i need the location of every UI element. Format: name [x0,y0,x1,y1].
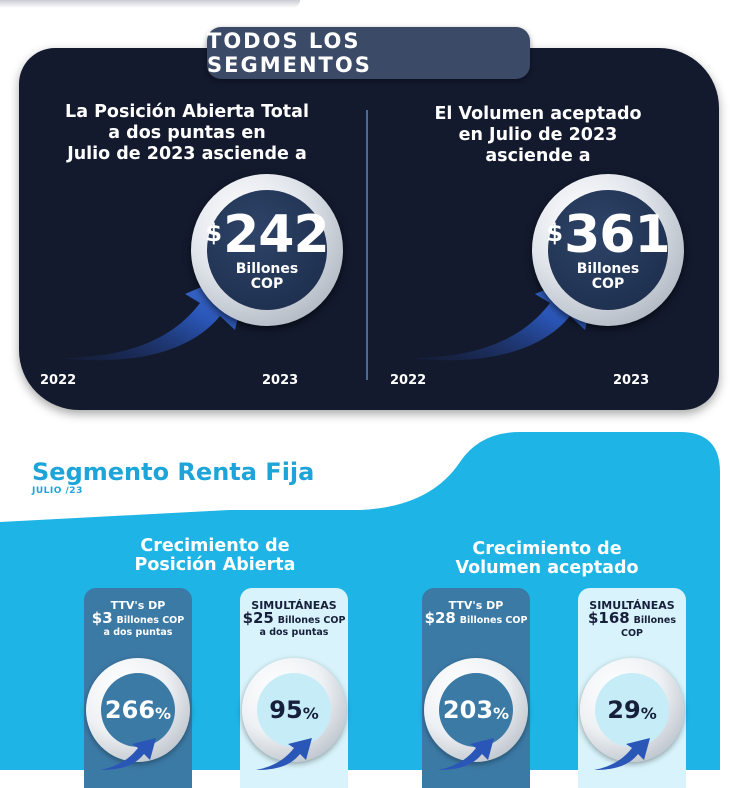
card-header: TTV's DP $28 Billones COP [422,600,530,627]
position-amount: $ 242 [205,205,330,265]
card-amount: $28 [424,609,456,627]
percent-sign: % [302,703,319,723]
position-year-start: 2022 [40,373,77,388]
growth-value: 203% [439,673,513,747]
position-value: 242 [223,205,330,265]
volume-year-start: 2022 [390,373,427,388]
card-label: SIMULTÁNEAS [251,599,337,612]
position-unit-line2: COP [250,276,284,292]
volume-ring: $ 361 Billones COP [532,174,684,326]
currency-symbol: $ [205,219,223,247]
summary-title-badge: TODOS LOS SEGMENTOS [207,27,530,79]
growth-number: 95 [269,696,303,724]
card-header: SIMULTÁNEAS $168 Billones COP [578,600,686,640]
currency-symbol: $ [546,219,564,247]
card-label: TTV's DP [448,599,504,612]
card-amount: $25 [242,609,274,627]
card-ring: 266% [86,658,190,762]
growth-value: 266% [101,673,175,747]
growth-position-title: Crecimiento de Posición Abierta [134,536,296,575]
volume-year-end: 2023 [613,373,650,388]
summary-divider [366,110,368,380]
volume-unit-line1: Billones [576,261,640,277]
volume-value: 361 [564,205,671,265]
position-ring-center: $ 242 Billones COP [205,190,330,310]
percent-sign: % [493,703,510,723]
card-label: TTV's DP [110,599,166,612]
card-note: a dos puntas [103,627,173,638]
growth-arrow-icon [594,738,650,770]
growth-number: 266 [104,696,156,724]
position-unit-line1: Billones [235,261,299,277]
position-simultaneas-card: SIMULTÁNEAS $25 Billones COP a dos punta… [240,588,348,788]
card-unit: Billones COP [459,615,528,626]
card-header: SIMULTÁNEAS $25 Billones COP a dos punta… [240,600,348,639]
segment-title: Segmento Renta Fija [32,458,315,486]
percent-sign: % [155,703,172,723]
top-edge-shadow [0,0,300,8]
volume-amount: $ 361 [546,205,671,265]
position-year-end: 2023 [262,373,299,388]
growth-number: 29 [607,696,641,724]
growth-volume-title: Crecimiento de Volumen aceptado [455,539,639,578]
growth-arrow-icon [438,738,494,770]
growth-arrow-icon [256,738,312,770]
card-note: a dos puntas [259,627,329,638]
volume-stat-text: El Volumen aceptado en Julio de 2023 asc… [434,104,642,166]
growth-value: 29% [595,673,669,747]
card-unit: Billones COP [620,615,676,639]
card-unit: Billones COP [116,615,185,626]
percent-sign: % [640,703,657,723]
card-label: SIMULTÁNEAS [589,599,675,612]
position-stat-text: La Posición Abierta Total a dos puntas e… [65,102,309,164]
card-header: TTV's DP $3 Billones COP a dos puntas [84,600,192,639]
volume-simultaneas-card: SIMULTÁNEAS $168 Billones COP 29% [578,588,686,788]
volume-unit-line2: COP [591,276,625,292]
growth-arrow-icon [100,738,156,770]
growth-value: 95% [257,673,331,747]
card-amount: $168 [588,609,630,627]
card-unit: Billones COP [277,615,346,626]
card-amount: $3 [91,609,113,627]
segment-subtitle: JULIO /23 [32,486,83,496]
volume-ring-center: $ 361 Billones COP [546,190,671,310]
growth-number: 203 [442,696,494,724]
position-ring: $ 242 Billones COP [191,174,343,326]
